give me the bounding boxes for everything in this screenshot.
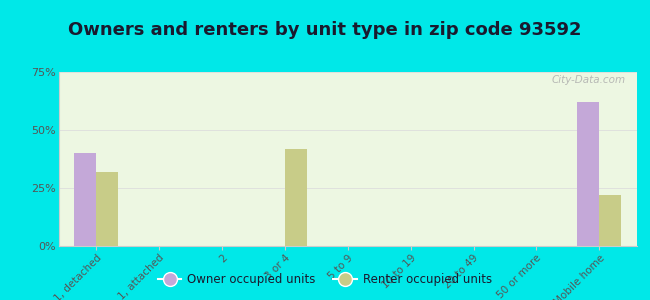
Legend: Owner occupied units, Renter occupied units: Owner occupied units, Renter occupied un…: [153, 269, 497, 291]
Bar: [74, 153, 96, 246]
Bar: [285, 148, 307, 246]
Bar: [577, 102, 599, 246]
Bar: [599, 195, 621, 246]
Text: City-Data.com: City-Data.com: [551, 76, 625, 85]
Bar: [96, 172, 118, 246]
Text: Owners and renters by unit type in zip code 93592: Owners and renters by unit type in zip c…: [68, 21, 582, 39]
